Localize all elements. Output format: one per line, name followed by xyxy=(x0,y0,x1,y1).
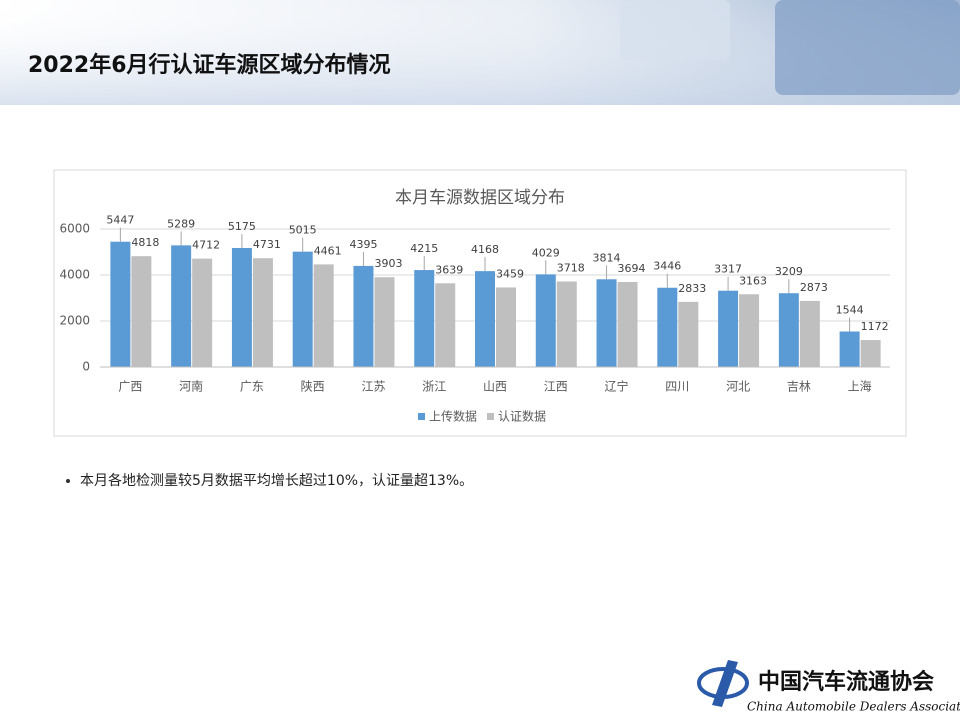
data-label: 1172 xyxy=(861,320,889,333)
bar xyxy=(617,282,638,367)
data-label: 3694 xyxy=(618,262,646,275)
logo-mark xyxy=(712,660,738,707)
chart: 0 2000 4000 6000 广西 5447 4818 河南 5289 4712 广东 5175 4… xyxy=(59,214,890,424)
x-tick-label: 山西 xyxy=(483,380,507,394)
y-tick-label: 6000 xyxy=(59,222,90,236)
data-label: 5015 xyxy=(289,224,317,237)
legend-swatch xyxy=(418,413,425,420)
data-label: 2873 xyxy=(800,281,828,294)
bar xyxy=(860,340,881,367)
data-label: 4395 xyxy=(349,238,377,251)
bar xyxy=(435,283,456,367)
y-tick-label: 2000 xyxy=(59,314,90,328)
bar xyxy=(657,287,678,367)
x-tick-label: 广西 xyxy=(118,380,142,394)
bar xyxy=(839,331,860,367)
bar xyxy=(718,290,739,367)
header-cube xyxy=(620,0,730,60)
data-label: 5447 xyxy=(106,214,134,227)
data-label: 4029 xyxy=(532,246,560,259)
bar xyxy=(353,265,374,367)
x-tick-label: 江苏 xyxy=(361,380,385,394)
data-label: 3209 xyxy=(775,265,803,278)
x-tick-label: 河南 xyxy=(179,379,203,394)
bar xyxy=(313,264,334,367)
data-label: 4461 xyxy=(314,244,342,257)
bar xyxy=(739,294,760,367)
data-label: 4731 xyxy=(253,238,281,251)
data-label: 3163 xyxy=(739,274,767,287)
bar xyxy=(171,245,192,367)
bar xyxy=(414,270,435,367)
y-tick-label: 4000 xyxy=(59,268,90,282)
x-tick-label: 浙江 xyxy=(422,380,446,394)
bar xyxy=(556,281,577,367)
legend-swatch xyxy=(487,413,494,420)
bar xyxy=(496,287,516,367)
data-label: 3639 xyxy=(435,263,463,276)
x-tick-label: 吉林 xyxy=(787,380,811,394)
data-label: 3317 xyxy=(714,263,742,276)
data-label: 2833 xyxy=(678,282,706,295)
bar xyxy=(778,293,799,367)
data-label: 3903 xyxy=(374,257,402,270)
bar xyxy=(110,241,131,367)
bar xyxy=(475,271,495,367)
bullet-dot xyxy=(66,479,70,483)
bar xyxy=(252,258,273,367)
x-tick-label: 陕西 xyxy=(301,379,325,394)
data-label: 4215 xyxy=(410,242,438,255)
data-label: 5289 xyxy=(167,217,195,230)
data-label: 5175 xyxy=(228,220,256,233)
logo-english: China Automobile Dealers Association xyxy=(747,700,960,714)
data-label: 3446 xyxy=(653,260,681,273)
data-label: 4168 xyxy=(471,243,499,256)
data-label: 3814 xyxy=(593,251,621,264)
bullet-text: 本月各地检测量较5月数据平均增长超过10%，认证量超13%。 xyxy=(80,473,473,489)
data-label: 4818 xyxy=(131,236,159,249)
x-tick-label: 四川 xyxy=(665,380,689,394)
bar xyxy=(131,256,152,367)
chart-title: 本月车源数据区域分布 xyxy=(395,188,565,208)
legend-label: 认证数据 xyxy=(498,409,546,424)
bar xyxy=(374,277,395,367)
data-label: 1544 xyxy=(836,303,864,316)
logo: 中国汽车流通协会 China Automobile Dealers Associ… xyxy=(697,660,960,714)
legend-label: 上传数据 xyxy=(429,409,477,424)
slide-title: 2022年6月行认证车源区域分布情况 xyxy=(28,52,391,78)
bar xyxy=(231,247,252,367)
data-label: 3459 xyxy=(496,267,524,280)
x-tick-label: 辽宁 xyxy=(605,379,629,394)
y-tick-label: 0 xyxy=(82,360,90,374)
x-tick-label: 上海 xyxy=(848,379,872,394)
x-tick-label: 广东 xyxy=(240,380,264,394)
x-tick-label: 河北 xyxy=(726,380,750,394)
bar xyxy=(678,301,699,367)
x-tick-label: 江西 xyxy=(544,380,568,394)
data-label: 3718 xyxy=(557,261,585,274)
bar xyxy=(596,279,617,367)
logo-name: 中国汽车流通协会 xyxy=(758,669,934,695)
bar xyxy=(799,300,820,367)
bar xyxy=(192,258,213,367)
bar xyxy=(292,251,313,367)
bar xyxy=(535,274,556,367)
header-cube xyxy=(775,0,960,95)
data-label: 4712 xyxy=(192,239,220,252)
